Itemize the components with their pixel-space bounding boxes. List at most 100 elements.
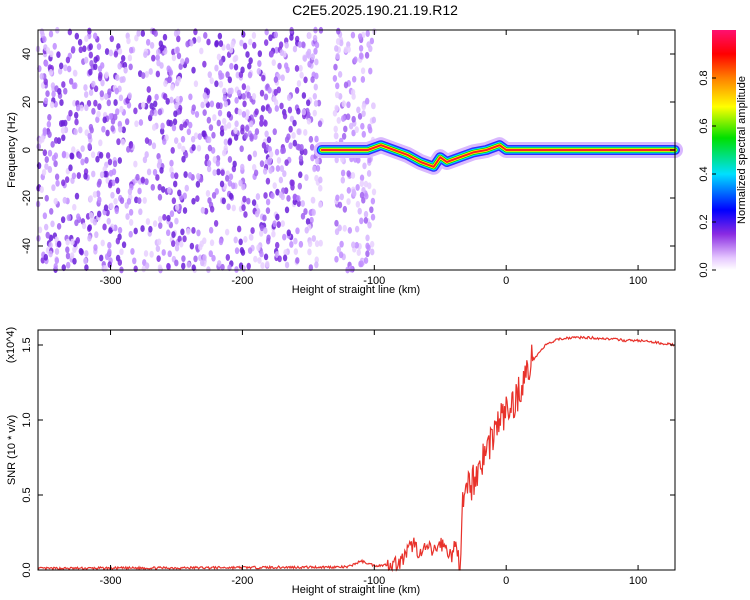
spectrogram-cell	[89, 126, 94, 134]
spectrogram-cell	[160, 122, 165, 130]
spectrogram-cell	[50, 140, 55, 148]
spectrogram-cell	[304, 174, 309, 181]
spectrogram-cell	[80, 145, 85, 153]
spectrogram-cell	[119, 105, 124, 113]
spectrogram-cell	[346, 170, 351, 178]
spectrogram-cell	[339, 193, 344, 201]
spectrogram-cell	[74, 118, 79, 126]
spectrogram-cell	[155, 70, 161, 78]
spectrogram-cell	[274, 251, 280, 258]
spectrogram-cell	[359, 191, 365, 199]
spectrogram-cell	[45, 231, 50, 239]
spectrogram-cell	[230, 182, 236, 190]
spectrogram-cell	[47, 149, 53, 157]
spectrogram-cell	[317, 120, 323, 128]
spectrogram-cell	[220, 263, 225, 271]
spectrogram-cell	[370, 248, 375, 256]
spectrogram-cell	[140, 225, 145, 232]
spectrogram-cell	[146, 86, 151, 93]
spectrogram-cell	[241, 83, 247, 91]
spectrogram-cell	[54, 248, 60, 255]
spectrogram-cell	[355, 184, 360, 191]
spectrogram-cell	[212, 114, 217, 121]
spectrogram-cell	[315, 157, 320, 165]
spectrogram-cell	[207, 197, 212, 204]
spectrogram-cell	[215, 102, 221, 109]
spectrogram-cell	[45, 47, 51, 54]
spectrogram-cell	[148, 225, 153, 233]
spectrogram-cell	[247, 62, 252, 70]
spectrogram-cell	[90, 151, 96, 159]
spectrogram-cell	[75, 237, 81, 244]
spectrogram-cell	[251, 93, 257, 100]
spectrogram-cell	[70, 238, 75, 246]
spectrogram-cell	[65, 246, 70, 254]
spectrogram-cell	[337, 224, 342, 232]
spectrogram-cell	[68, 77, 74, 85]
spectrogram-cell	[43, 253, 48, 261]
spectrogram-cell	[343, 125, 348, 133]
spectrogram-cell	[239, 145, 244, 153]
spectrogram-cell	[351, 241, 356, 249]
spectrogram-cell	[298, 240, 304, 248]
spectrogram-cell	[201, 130, 206, 138]
spectrogram-cell	[276, 221, 281, 228]
spectrogram-cell	[341, 132, 347, 140]
spectrogram-cell	[236, 225, 242, 233]
spectrogram-cell	[296, 107, 301, 115]
spectrogram-cell	[121, 75, 126, 83]
spectrogram-cell	[48, 30, 54, 38]
spectrogram-cell	[107, 88, 112, 96]
spectrogram-cell	[225, 254, 231, 261]
spectrogram-cell	[332, 75, 338, 82]
spectrogram-cell	[144, 262, 150, 270]
spectrogram-cell	[96, 190, 101, 198]
spectrogram-cell	[307, 248, 312, 256]
spectrogram-cell	[83, 257, 88, 265]
spectrogram-cell	[211, 254, 216, 262]
spectrogram-cell	[107, 158, 113, 166]
spectrogram-cell	[300, 212, 306, 220]
spectrogram-cell	[143, 250, 149, 257]
spectrogram-cell	[279, 102, 284, 110]
spectrogram-cell	[314, 41, 320, 49]
spectrogram-cell	[66, 214, 72, 222]
spectrogram-cell	[155, 174, 160, 181]
spectrogram-cell	[204, 153, 210, 161]
spectrogram-cell	[53, 263, 58, 270]
spectrogram-cell	[366, 41, 371, 49]
spectrogram-cell	[295, 257, 300, 264]
spectrogram-cell	[280, 220, 285, 228]
spectrogram-cell	[267, 106, 272, 114]
spectrogram-cell	[196, 229, 201, 237]
spectrogram-cell	[364, 51, 370, 59]
spectrogram-cell	[171, 124, 177, 132]
spectrogram-cell	[255, 193, 261, 200]
spectrogram-cell	[172, 180, 178, 188]
spectrogram-cell	[146, 168, 152, 176]
spectrogram-cell	[73, 82, 78, 90]
spectrogram-cell	[160, 186, 166, 193]
spectrogram-cell	[105, 152, 111, 159]
spectrogram-cell	[74, 192, 80, 200]
spectrogram-cell	[306, 117, 312, 125]
spectrogram-cell	[307, 240, 313, 248]
spectrogram-cell	[176, 35, 181, 43]
spectrogram-cell	[293, 248, 299, 256]
spectrogram-cell	[132, 257, 137, 265]
spectrogram-cell	[220, 169, 225, 177]
spectrogram-cell	[260, 262, 265, 269]
spectrogram-cell	[100, 62, 105, 69]
spectrogram-cell	[103, 265, 108, 272]
spectrogram-cell	[359, 260, 364, 268]
spectrogram-cell	[61, 264, 66, 272]
spectrogram-cell	[104, 48, 110, 55]
spectrogram-cell	[137, 187, 142, 195]
spectrogram-cell	[268, 150, 274, 158]
spectrogram-cell	[49, 101, 55, 109]
spectrogram-cell	[263, 227, 268, 234]
spectrogram-cell	[266, 234, 271, 242]
spectrogram-cell	[119, 197, 125, 204]
spectrogram-cell	[272, 182, 277, 189]
spectrogram-cell	[99, 90, 105, 98]
